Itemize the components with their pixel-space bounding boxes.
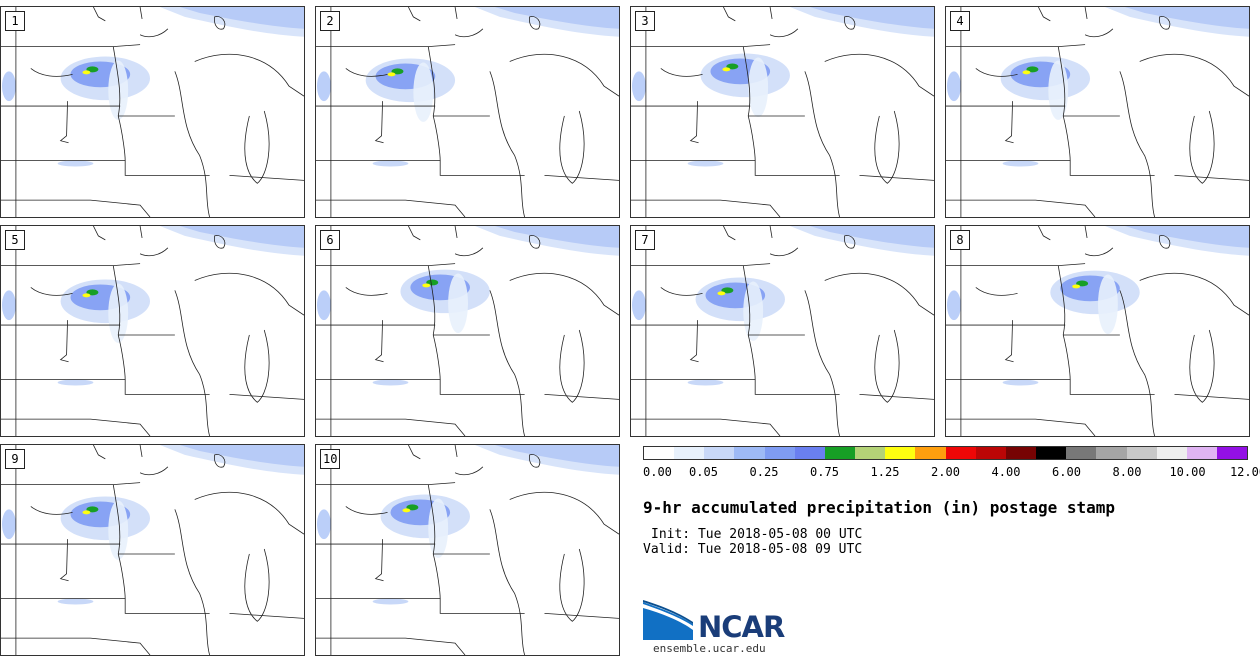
ncar-logo-text: NCAR <box>698 610 785 644</box>
colorbar-segment <box>975 447 1006 459</box>
colorbar-segment <box>764 447 795 459</box>
colorbar-tick-label: 12.00 <box>1229 465 1260 479</box>
map-panel: 1 <box>0 6 305 218</box>
map-panel: 4 <box>945 6 1250 218</box>
panel-label: 10 <box>320 449 341 469</box>
map-panel: 7 <box>630 225 935 437</box>
colorbar-tick-label: 2.00 <box>931 465 960 479</box>
colorbar-segment <box>1186 447 1217 459</box>
colorbar-tick-label: 8.00 <box>1112 465 1142 479</box>
colorbar-segment <box>1096 447 1127 459</box>
colorbar-segment <box>1216 447 1248 459</box>
panel-label: 8 <box>950 230 970 250</box>
colorbar-segment <box>855 447 886 459</box>
panel-label: 3 <box>635 11 655 31</box>
map-panel: 9 <box>0 444 305 656</box>
colorbar-tick-label: 0.75 <box>810 465 839 479</box>
colorbar-tick-label: 1.25 <box>870 465 900 479</box>
panel-label: 4 <box>950 11 970 31</box>
colorbar-labels: 0.00 0.05 0.25 0.75 1.25 2.00 4.00 6.00 8.00 10.0… <box>643 465 1260 481</box>
figure-title: 9-hr accumulated precipitation (in) post… <box>643 498 1116 517</box>
panel-label: 7 <box>635 230 655 250</box>
init-time: Init: Tue 2018-05-08 00 UTC <box>651 527 863 542</box>
colorbar <box>643 446 1248 460</box>
colorbar-segment <box>945 447 976 459</box>
colorbar-segment <box>1126 447 1157 459</box>
panel-label: 5 <box>5 230 25 250</box>
colorbar-segment <box>885 447 916 459</box>
colorbar-tick-label: 4.00 <box>991 465 1021 479</box>
colorbar-tick-label: 0.25 <box>749 465 779 479</box>
colorbar-tick-label: 10.00 <box>1169 465 1206 479</box>
map-panel: 2 <box>315 6 620 218</box>
colorbar-segment <box>1066 447 1097 459</box>
colorbar-segment <box>644 447 675 459</box>
ncar-logo-icon <box>643 600 693 640</box>
colorbar-segment <box>704 447 735 459</box>
colorbar-tick-label: 6.00 <box>1052 465 1081 479</box>
colorbar-segment <box>794 447 825 459</box>
panel-label: 6 <box>320 230 340 250</box>
colorbar-segment <box>1156 447 1187 459</box>
colorbar-segment <box>734 447 765 459</box>
valid-time: Valid: Tue 2018-05-08 09 UTC <box>643 542 863 557</box>
map-panel: 5 <box>0 225 305 437</box>
panel-label: 1 <box>5 11 25 31</box>
colorbar-segment <box>674 447 705 459</box>
map-panel: 3 <box>630 6 935 218</box>
panel-label: 2 <box>320 11 340 31</box>
colorbar-tick-label: 0.05 <box>689 465 718 479</box>
colorbar-segment <box>1036 447 1067 459</box>
map-panel: 6 <box>315 225 620 437</box>
ncar-url: ensemble.ucar.edu <box>653 642 766 655</box>
colorbar-segment <box>1005 447 1037 459</box>
map-panel: 10 <box>315 444 620 656</box>
panel-label: 9 <box>5 449 25 469</box>
colorbar-segment <box>824 447 856 459</box>
map-panel: 8 <box>945 225 1250 437</box>
colorbar-tick-label: 0.00 <box>643 465 672 479</box>
colorbar-segment <box>915 447 946 459</box>
